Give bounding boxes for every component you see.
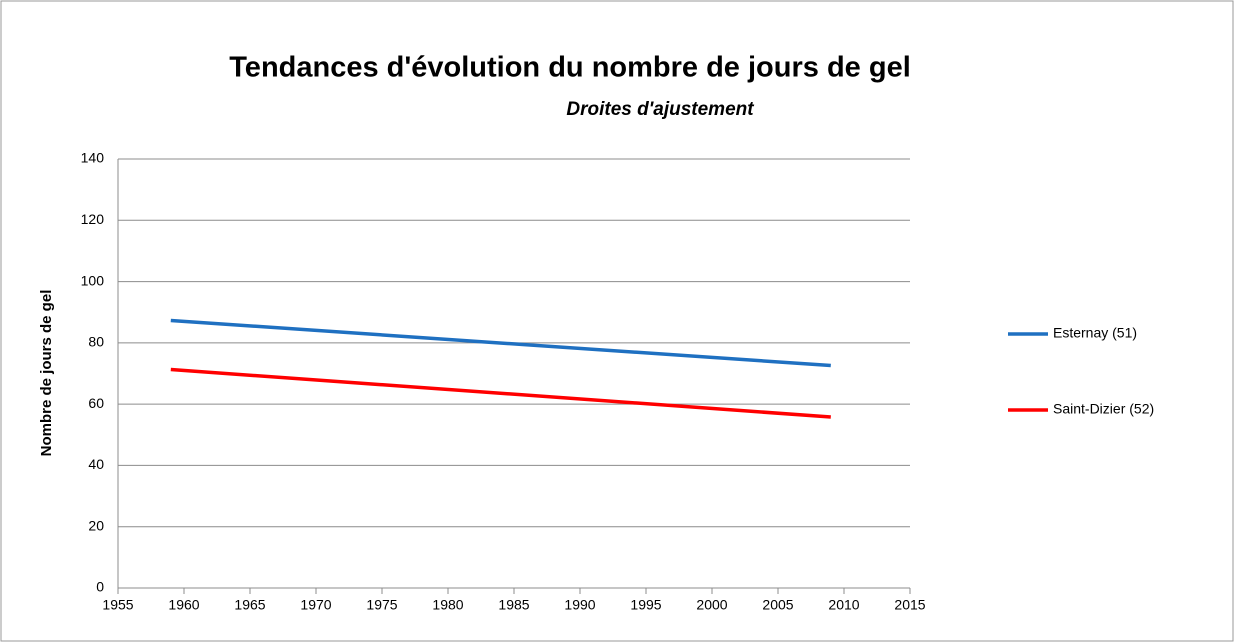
x-tick-label: 1955 [102,597,133,613]
y-tick-label: 100 [81,272,105,288]
x-tick-label: 1995 [630,597,661,613]
y-tick-label: 140 [81,150,105,166]
y-tick-label: 80 [88,334,104,350]
series-line [170,367,831,419]
chart-title: Tendances d'évolution du nombre de jours… [229,52,911,84]
series-line [170,318,831,368]
x-tick-label: 1985 [498,597,529,613]
x-tick-label: 1965 [234,597,265,613]
x-tick-label: 1975 [366,597,397,613]
chart-subtitle: Droites d'ajustement [566,99,754,120]
x-tick-label: 1970 [300,597,331,613]
y-tick-label: 120 [81,211,105,227]
legend-label: Saint-Dizier (52) [1053,401,1154,417]
x-tick-label: 1990 [564,597,595,613]
legend-label: Esternay (51) [1053,325,1137,341]
x-tick-label: 1960 [168,597,199,613]
x-tick-label: 2000 [696,597,727,613]
x-tick-label: 2005 [762,597,793,613]
x-tick-label: 2010 [828,597,859,613]
y-tick-label: 60 [88,395,104,411]
x-tick-label: 1980 [432,597,463,613]
y-tick-label: 40 [88,456,104,472]
y-tick-label: 0 [96,579,104,595]
x-tick-label: 2015 [894,597,925,613]
y-tick-label: 20 [88,517,104,533]
y-axis-label: Nombre de jours de gel [38,290,55,457]
